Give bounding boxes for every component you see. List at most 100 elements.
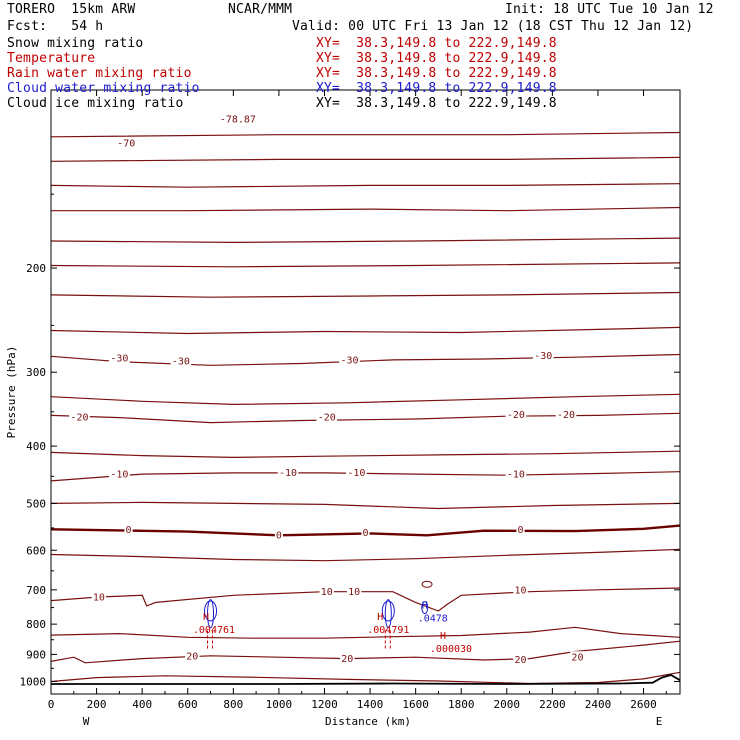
- contour-label-bg: [532, 349, 554, 361]
- temperature-contour: [51, 587, 680, 612]
- contour-label: -30: [110, 354, 128, 365]
- terrain-line: [51, 674, 680, 685]
- contour-label-bg: [218, 113, 258, 125]
- legend-item-name: Snow mixing ratio: [7, 36, 144, 51]
- contour-label: -78.87: [220, 115, 256, 126]
- valid-time: Valid: 00 UTC Fri 13 Jan 12 (18 CST Thu …: [292, 19, 694, 34]
- legend-item-xy: XY= 38.3,149.8 to 222.9,149.8: [316, 51, 557, 66]
- x-axis-left-end-label: W: [83, 715, 90, 728]
- temperature-contour: [421, 580, 433, 588]
- rain-water-contour: [384, 630, 391, 649]
- legend-item-name: Temperature: [7, 51, 96, 66]
- contour-label: 10: [321, 587, 333, 598]
- contour-label-bg: [361, 526, 370, 538]
- contour-label: 20: [341, 654, 353, 665]
- temperature-contour: [51, 548, 680, 562]
- contour-label-bg: [170, 354, 192, 366]
- x-tick-label: 1600: [402, 698, 429, 711]
- x-tick-label: 1400: [357, 698, 384, 711]
- contour-label-bg: [340, 652, 355, 664]
- max-marker-symbol: H: [377, 612, 383, 623]
- temperature-contour: [51, 156, 680, 162]
- contour-label: -70: [117, 139, 135, 150]
- x-tick-label: 1800: [448, 698, 475, 711]
- plot-area: -70 -78.87 -30 -30 -30 -30 -20 -20 -20 -20 -10 -10 -…: [51, 113, 680, 685]
- contour-label: 0: [276, 530, 282, 541]
- cloud-water-contour: [421, 601, 429, 615]
- contour-label-bg: [109, 352, 130, 364]
- temperature-contour: [51, 183, 680, 188]
- forecast-hour: Fcst: 54 h: [7, 19, 104, 34]
- temperature-contour: [51, 640, 680, 664]
- contour-label: 0: [125, 525, 131, 536]
- contour-label-bg: [69, 410, 90, 422]
- max-marker-symbol: H: [440, 631, 446, 642]
- max-marker-symbol: H: [203, 612, 209, 623]
- x-tick-label: 2600: [630, 698, 657, 711]
- contour-label-bg: [339, 353, 360, 365]
- contour-group: -70 -78.87 -30 -30 -30 -30 -20 -20 -20 -20 -10 -10 -…: [51, 113, 680, 685]
- contour-label: -30: [534, 351, 552, 362]
- contour-label: -20: [557, 410, 575, 421]
- contour-label-bg: [570, 651, 585, 663]
- contour-label-bg: [115, 137, 137, 149]
- max-marker-value: .004761: [193, 625, 235, 636]
- contour-label: 0: [362, 528, 368, 539]
- contour-label: 20: [514, 655, 526, 666]
- init-time: Init: 18 UTC Tue 10 Jan 12: [505, 2, 714, 17]
- y-tick-label: 600: [26, 544, 46, 557]
- legend-item-name: Cloud ice mixing ratio: [7, 96, 184, 111]
- y-tick-label: 800: [26, 618, 46, 631]
- cloud-water-contour: [381, 600, 395, 622]
- temperature-contour: [51, 626, 680, 639]
- legend-item-name: Cloud water mixing ratio: [7, 81, 200, 96]
- x-tick-label: 800: [223, 698, 243, 711]
- x-tick-label: 2000: [494, 698, 521, 711]
- temperature-contour: [51, 326, 680, 335]
- temperature-contour: [51, 353, 680, 366]
- temperature-contour: [51, 524, 680, 537]
- max-marker-symbol: H: [422, 600, 428, 611]
- contour-label: -10: [110, 470, 128, 481]
- contour-label: 20: [571, 653, 583, 664]
- x-tick-label: 0: [48, 698, 55, 711]
- contour-label-bg: [91, 591, 107, 603]
- plot-frame: [50, 89, 681, 695]
- contour-label: 10: [514, 586, 526, 597]
- temperature-contour: [51, 450, 680, 459]
- contour-label-bg: [505, 468, 527, 480]
- contour-label: 10: [348, 587, 360, 598]
- y-tick-label: 300: [26, 366, 46, 379]
- contour-label-bg: [316, 410, 338, 422]
- cloud-water-contour: [207, 599, 215, 629]
- contour-label-bg: [185, 649, 200, 661]
- temperature-contour: [51, 501, 680, 510]
- axes: 0 200 400 600 800 1000 1200 1400 1600 1800 2000 220…: [20, 89, 681, 711]
- y-tick-label: 700: [26, 584, 46, 597]
- cloud-water-contour: [204, 600, 218, 622]
- x-tick-label: 1000: [266, 698, 293, 711]
- contour-label: -10: [507, 470, 525, 481]
- y-tick-label: 500: [26, 497, 46, 510]
- contour-label-bg: [274, 528, 283, 540]
- temperature-contour: [51, 131, 680, 138]
- contour-label: -20: [70, 412, 88, 423]
- legend-item-xy: XY= 38.3,149.8 to 222.9,149.8: [316, 36, 557, 51]
- temperature-contour: [51, 671, 680, 685]
- center-label: NCAR/MMM: [228, 2, 293, 17]
- contour-label-bg: [555, 408, 577, 420]
- x-tick-label: 2200: [539, 698, 566, 711]
- x-axis-right-end-label: E: [656, 715, 663, 728]
- contour-label: -30: [172, 356, 190, 367]
- rain-water-contour: [207, 630, 214, 649]
- x-tick-label: 400: [132, 698, 152, 711]
- model-title: TORERO 15km ARW: [7, 2, 136, 17]
- contour-label-bg: [319, 585, 334, 597]
- legend-item-xy: XY= 38.3,149.8 to 222.9,149.8: [316, 96, 557, 111]
- cloud-water-contour: [384, 599, 392, 629]
- contour-label: -10: [279, 468, 297, 479]
- contour-label-bg: [109, 468, 130, 480]
- contour-label-bg: [346, 585, 362, 597]
- y-tick-label: 400: [26, 440, 46, 453]
